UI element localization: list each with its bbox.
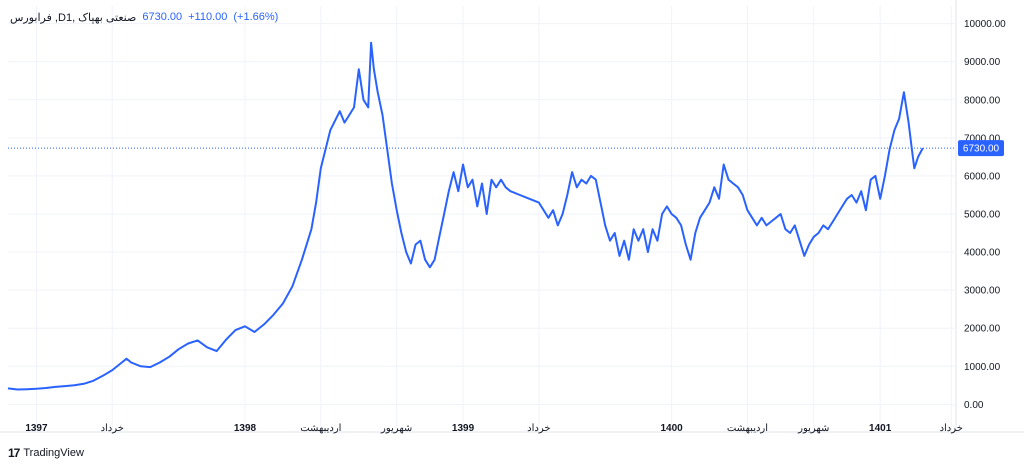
y-tick-label: 5000.00 bbox=[964, 210, 1001, 221]
x-tick-label: اردیبهشت bbox=[300, 423, 341, 434]
brand-label[interactable]: TradingView bbox=[23, 447, 84, 459]
x-tick-label: خرداد bbox=[101, 423, 124, 434]
y-axis: 10000.009000.008000.007000.006000.005000… bbox=[964, 19, 1006, 411]
y-tick-label: 0.00 bbox=[964, 400, 984, 411]
series-line-0 bbox=[8, 43, 923, 390]
price-change: +110.00 bbox=[188, 11, 227, 24]
series-layer bbox=[8, 43, 923, 390]
x-tick-label: شهریور bbox=[380, 423, 412, 434]
y-tick-label: 6000.00 bbox=[964, 171, 1001, 182]
x-tick-label: 1401 bbox=[869, 423, 892, 434]
grid-layer bbox=[0, 0, 1024, 432]
price-tag-layer: 6730.00 bbox=[958, 140, 1004, 156]
x-tick-label: 1398 bbox=[234, 423, 257, 434]
x-tick-label: 1397 bbox=[25, 423, 48, 434]
x-tick-label: 1400 bbox=[660, 423, 683, 434]
last-price-tag-label: 6730.00 bbox=[963, 144, 1000, 155]
y-tick-label: 2000.00 bbox=[964, 324, 1001, 335]
y-tick-label: 3000.00 bbox=[964, 286, 1001, 297]
y-tick-label: 8000.00 bbox=[964, 95, 1001, 106]
x-tick-label: اردیبهشت bbox=[727, 423, 768, 434]
tradingview-logo-icon[interactable]: 17 bbox=[8, 446, 19, 460]
y-tick-label: 10000.00 bbox=[964, 19, 1006, 30]
y-tick-label: 1000.00 bbox=[964, 362, 1001, 373]
last-price: 6730.00 bbox=[142, 11, 182, 24]
y-tick-label: 9000.00 bbox=[964, 57, 1001, 68]
legend: فرابورس ,Dصنعتی بهپاک ,1 6730.00 +110.00… bbox=[10, 11, 278, 24]
price-change-percent: (+1.66%) bbox=[233, 11, 278, 24]
x-tick-label: 1399 bbox=[452, 423, 475, 434]
y-tick-label: 4000.00 bbox=[964, 248, 1001, 259]
footer: 17 TradingView bbox=[8, 446, 84, 460]
symbol-label: فرابورس ,Dصنعتی بهپاک ,1 bbox=[10, 11, 136, 24]
x-tick-label: خرداد bbox=[527, 423, 550, 434]
x-tick-label: خرداد bbox=[940, 423, 963, 434]
x-tick-label: شهریور bbox=[797, 423, 829, 434]
